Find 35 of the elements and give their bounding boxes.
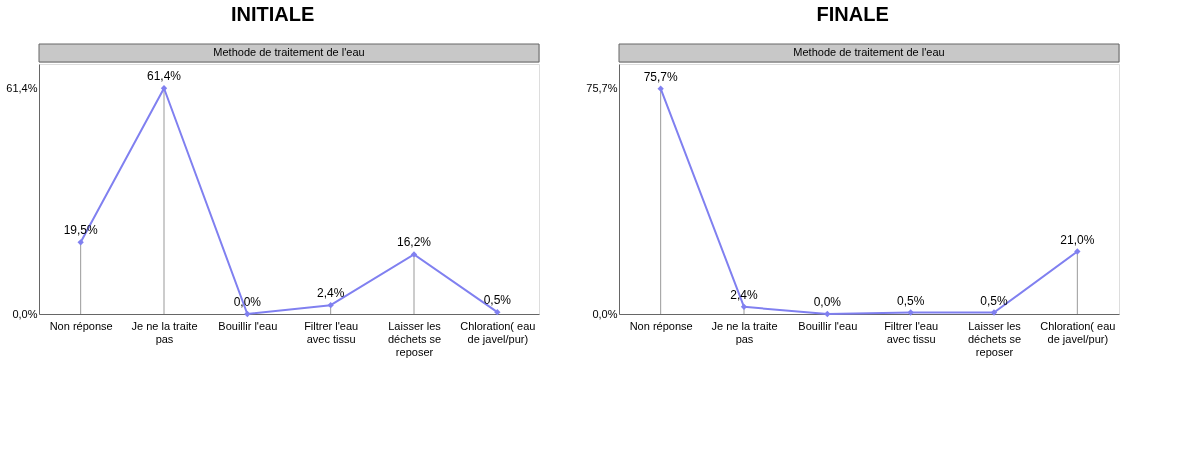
data-label: 2,4% bbox=[730, 287, 758, 302]
data-label: 0,0% bbox=[813, 295, 842, 309]
x-tick-label: Chloration( eau de javel/pur) bbox=[460, 319, 536, 345]
x-tick-label: Non réponse bbox=[629, 319, 693, 332]
point bbox=[657, 85, 664, 92]
point bbox=[160, 85, 168, 92]
x-tick-label: Filtrer l'eau avec tissu bbox=[304, 319, 359, 345]
x-tick-label: Chloration( eau de javel/pur) bbox=[1040, 319, 1116, 345]
point bbox=[1074, 248, 1081, 255]
x-tick-label: Non réponse bbox=[49, 319, 113, 332]
x-tick-label: Laisser les déchets se reposer bbox=[967, 319, 1022, 358]
point bbox=[327, 302, 334, 309]
data-label: 75,7% bbox=[643, 69, 679, 84]
chart-title: INITIALE bbox=[230, 3, 315, 25]
data-label: 2,4% bbox=[316, 286, 345, 301]
x-tick-label: Bouillir l'eau bbox=[798, 319, 858, 332]
data-label: 0,5% bbox=[896, 293, 925, 308]
data-label: 16,2% bbox=[396, 235, 432, 250]
data-label: 21,0% bbox=[1060, 232, 1095, 247]
chart-subtitle: Methode de traitement de l'eau bbox=[213, 46, 365, 58]
data-label: 61,4% bbox=[146, 69, 182, 84]
point bbox=[410, 251, 418, 258]
chart-subtitle: Methode de traitement de l'eau bbox=[793, 46, 945, 58]
data-label: 0,5% bbox=[980, 293, 1008, 308]
x-tick-label: Filtrer l'eau avec tissu bbox=[884, 319, 939, 345]
data-label: 19,5% bbox=[63, 223, 99, 238]
point bbox=[740, 303, 748, 311]
x-tick-label: Laisser les déchets se reposer bbox=[387, 319, 442, 358]
data-label: 0,5% bbox=[483, 293, 512, 308]
data-label: 0,0% bbox=[233, 295, 262, 309]
x-tick-label: Bouillir l'eau bbox=[218, 319, 278, 332]
x-tick-label: Je ne la traite pas bbox=[131, 319, 198, 345]
point bbox=[77, 239, 84, 246]
chart-title: FINALE bbox=[816, 3, 889, 25]
x-tick-label: Je ne la traite pas bbox=[711, 319, 778, 345]
